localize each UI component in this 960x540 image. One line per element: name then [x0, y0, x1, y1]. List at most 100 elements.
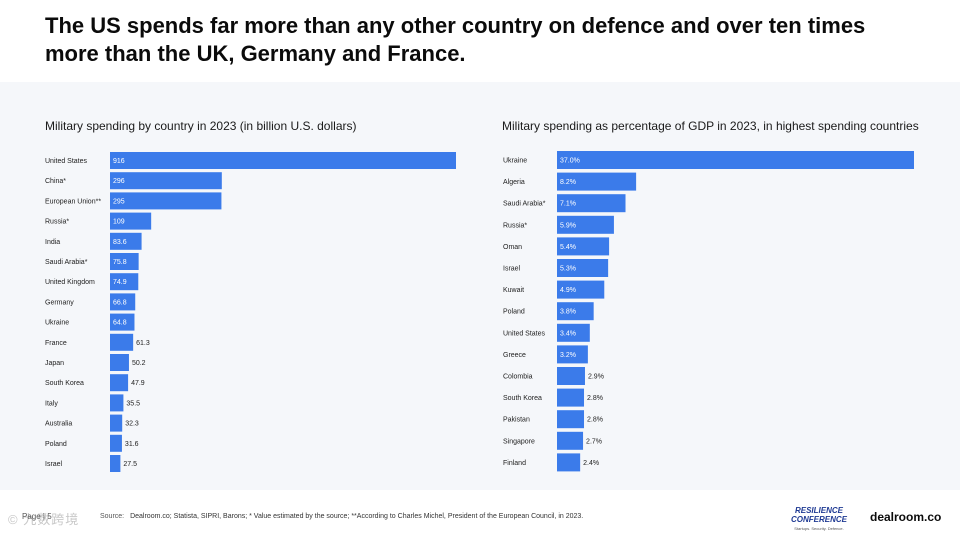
value-label: 3.4%	[560, 330, 576, 337]
bar	[110, 212, 152, 230]
value-label: 27.5	[123, 461, 137, 468]
chart-title-gdp-share: Military spending as percentage of GDP i…	[502, 119, 919, 133]
dealroom-logo: dealroom.co	[870, 510, 942, 524]
bar	[557, 302, 594, 321]
category-label: Saudi Arabia*	[45, 259, 88, 266]
value-label: 5.3%	[560, 266, 576, 273]
bar	[110, 172, 222, 190]
category-label: Ukraine	[503, 158, 527, 165]
bar	[110, 434, 122, 452]
bar	[557, 172, 637, 191]
logo-rc-tagline: Startups. Security. Defence.	[794, 526, 844, 531]
source-note: Source: Dealroom.co; Statista, SIPRI, Ba…	[100, 513, 583, 520]
value-label: 916	[113, 158, 125, 165]
category-label: Japan	[45, 360, 64, 367]
category-label: Italy	[45, 400, 58, 407]
value-label: 74.9	[113, 279, 127, 286]
category-label: Russia*	[45, 219, 69, 226]
bar	[110, 333, 134, 351]
value-label: 37.0%	[560, 158, 580, 165]
value-label: 2.4%	[583, 460, 599, 467]
charts-panel	[0, 82, 960, 490]
category-label: Algeria	[503, 179, 525, 186]
value-label: 295	[113, 198, 125, 205]
bar	[110, 293, 136, 311]
category-label: Greece	[503, 352, 526, 359]
category-label: China*	[45, 178, 66, 185]
category-label: South Korea	[45, 380, 84, 387]
bar	[557, 345, 588, 364]
value-label: 32.3	[125, 421, 139, 428]
category-label: Poland	[503, 309, 525, 316]
value-label: 3.2%	[560, 352, 576, 359]
category-label: Colombia	[503, 374, 533, 381]
category-label: Israel	[503, 266, 521, 273]
spending-bar-chart: United States 916 China* 296 European Union*…	[45, 152, 456, 472]
category-label: Russia*	[503, 222, 527, 229]
bar	[110, 354, 129, 371]
category-label: Australia	[45, 421, 72, 428]
bar	[110, 152, 456, 169]
bar	[110, 313, 135, 331]
bar	[557, 237, 610, 256]
value-label: 4.9%	[560, 287, 576, 294]
chart-title-spending: Military spending by country in 2023 (in…	[45, 119, 357, 133]
value-label: 8.2%	[560, 179, 576, 186]
bar	[557, 280, 605, 299]
value-label: 2.8%	[587, 417, 603, 424]
value-label: 7.1%	[560, 201, 576, 208]
category-label: Israel	[45, 461, 63, 468]
bar	[110, 273, 139, 291]
bar	[110, 414, 123, 432]
value-label: 61.3	[136, 340, 150, 347]
source-label: Source:	[100, 513, 125, 520]
value-label: 66.8	[113, 299, 127, 306]
page-number: Page | 5	[22, 512, 52, 521]
category-label: Germany	[45, 299, 74, 306]
bar	[557, 194, 626, 213]
value-label: 2.9%	[588, 374, 604, 381]
bar	[557, 367, 585, 385]
bar	[110, 394, 124, 412]
logo-rc-line2: CONFERENCE	[790, 515, 847, 524]
bar	[557, 388, 585, 407]
category-label: Finland	[503, 460, 526, 467]
bar	[557, 151, 914, 169]
bar	[110, 374, 129, 392]
source-text: Dealroom.co; Statista, SIPRI, Barons; * …	[130, 513, 584, 520]
category-label: Poland	[45, 441, 67, 448]
category-label: France	[45, 340, 67, 347]
value-label: 64.8	[113, 320, 127, 327]
logo-rc-line1: RESILIENCE	[794, 506, 843, 515]
bar	[557, 431, 584, 450]
category-label: United Kingdom	[45, 279, 95, 286]
bar	[557, 215, 614, 234]
category-label: Oman	[503, 244, 522, 251]
bar	[110, 253, 139, 270]
value-label: 35.5	[126, 400, 140, 407]
value-label: 5.9%	[560, 222, 576, 229]
category-label: United States	[503, 330, 546, 337]
page-title: The US spends far more than any other co…	[45, 13, 866, 66]
resilience-conference-logo: RESILIENCE CONFERENCE Startups. Security…	[786, 506, 852, 533]
category-label: India	[45, 239, 60, 246]
value-label: 50.2	[132, 360, 146, 367]
category-label: Saudi Arabia*	[503, 201, 546, 208]
category-label: South Korea	[503, 395, 542, 402]
bar	[110, 232, 142, 250]
category-label: Pakistan	[503, 417, 530, 424]
bar	[110, 192, 222, 210]
category-label: Ukraine	[45, 320, 69, 327]
value-label: 75.8	[113, 259, 127, 266]
value-label: 47.9	[131, 380, 145, 387]
value-label: 2.8%	[587, 395, 603, 402]
value-label: 5.4%	[560, 244, 576, 251]
category-label: European Union**	[45, 198, 101, 205]
value-label: 3.8%	[560, 309, 576, 316]
watermark: © 九数跨境	[8, 512, 80, 527]
value-label: 2.7%	[586, 438, 602, 445]
bar	[557, 323, 590, 342]
footer: © 九数跨境 Page | 5 Source: Dealroom.co; Sta…	[0, 500, 960, 540]
bar	[557, 259, 609, 277]
